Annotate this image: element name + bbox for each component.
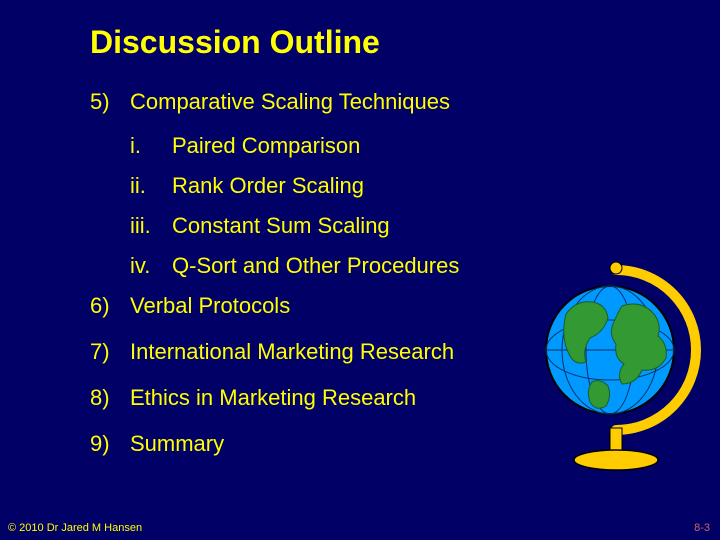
subitem-iii: iii. Constant Sum Scaling xyxy=(130,213,720,239)
slide: Discussion Outline 5) Comparative Scalin… xyxy=(0,0,720,540)
subitem-roman: i. xyxy=(130,133,172,159)
subitem-roman: iii. xyxy=(130,213,172,239)
item-text: International Marketing Research xyxy=(130,339,454,365)
subitem-roman: iv. xyxy=(130,253,172,279)
subitem-text: Constant Sum Scaling xyxy=(172,213,390,239)
item-number: 9) xyxy=(90,431,130,457)
subitem-text: Q-Sort and Other Procedures xyxy=(172,253,459,279)
subitem-roman: ii. xyxy=(130,173,172,199)
item-text: Ethics in Marketing Research xyxy=(130,385,416,411)
item-number: 6) xyxy=(90,293,130,319)
subitem-text: Paired Comparison xyxy=(172,133,360,159)
item-text: Verbal Protocols xyxy=(130,293,290,319)
item-number: 5) xyxy=(90,89,130,115)
page-number: 8-3 xyxy=(694,522,710,534)
globe-icon xyxy=(526,258,706,478)
subitem-text: Rank Order Scaling xyxy=(172,173,364,199)
slide-title: Discussion Outline xyxy=(90,24,720,61)
item-text: Summary xyxy=(130,431,224,457)
item-number: 7) xyxy=(90,339,130,365)
item-text: Comparative Scaling Techniques xyxy=(130,89,450,115)
item-number: 8) xyxy=(90,385,130,411)
outline-item-5: 5) Comparative Scaling Techniques xyxy=(90,89,720,115)
subitem-i: i. Paired Comparison xyxy=(130,133,720,159)
copyright-text: © 2010 Dr Jared M Hansen xyxy=(8,522,142,534)
subitem-ii: ii. Rank Order Scaling xyxy=(130,173,720,199)
